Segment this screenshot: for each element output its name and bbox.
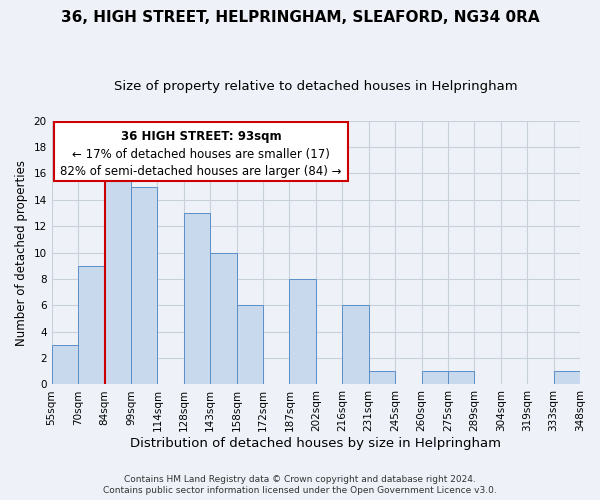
Bar bbox=[52, 345, 78, 385]
Bar bbox=[554, 372, 580, 384]
Y-axis label: Number of detached properties: Number of detached properties bbox=[15, 160, 28, 346]
Bar bbox=[236, 306, 263, 384]
Bar bbox=[131, 186, 157, 384]
Text: Contains HM Land Registry data © Crown copyright and database right 2024.: Contains HM Land Registry data © Crown c… bbox=[124, 475, 476, 484]
Bar bbox=[78, 266, 104, 384]
FancyBboxPatch shape bbox=[55, 122, 347, 182]
Text: 36 HIGH STREET: 93sqm: 36 HIGH STREET: 93sqm bbox=[121, 130, 281, 143]
Text: ← 17% of detached houses are smaller (17): ← 17% of detached houses are smaller (17… bbox=[72, 148, 330, 162]
Bar bbox=[184, 213, 210, 384]
Text: Contains public sector information licensed under the Open Government Licence v3: Contains public sector information licen… bbox=[103, 486, 497, 495]
Text: 82% of semi-detached houses are larger (84) →: 82% of semi-detached houses are larger (… bbox=[60, 166, 341, 178]
Bar bbox=[421, 372, 448, 384]
Bar bbox=[342, 306, 368, 384]
Title: Size of property relative to detached houses in Helpringham: Size of property relative to detached ho… bbox=[114, 80, 518, 93]
Bar bbox=[289, 279, 316, 384]
X-axis label: Distribution of detached houses by size in Helpringham: Distribution of detached houses by size … bbox=[130, 437, 502, 450]
Bar bbox=[368, 372, 395, 384]
Text: 36, HIGH STREET, HELPRINGHAM, SLEAFORD, NG34 0RA: 36, HIGH STREET, HELPRINGHAM, SLEAFORD, … bbox=[61, 10, 539, 25]
Bar bbox=[104, 174, 131, 384]
Bar bbox=[448, 372, 475, 384]
Bar bbox=[210, 252, 236, 384]
